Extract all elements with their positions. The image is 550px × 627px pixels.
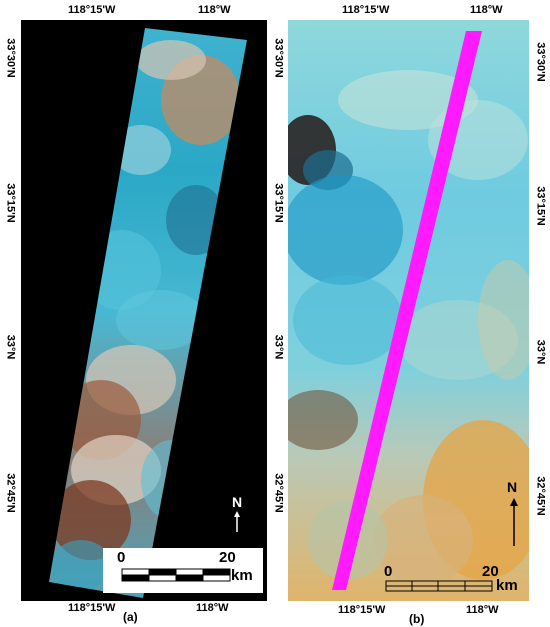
panel-b-top-lon-label-2: 118°W: [470, 4, 503, 16]
panel-a-scale-unit: km: [231, 567, 253, 584]
panel-b-north-label: N: [507, 479, 518, 495]
panel-b-left-lat-label-3: 33°N: [272, 334, 285, 360]
panel-b-scale-ruler: [385, 580, 493, 592]
panel-b-scale-end: 20: [482, 563, 499, 580]
panel-a-top-lon-label-2: 118°W: [198, 4, 231, 16]
panel-b-left-lat-label-1: 33°30'N: [272, 38, 285, 78]
panel-b-svg: [288, 20, 529, 601]
panel-b-scale-start: 0: [384, 563, 393, 580]
panel-b-right-lat-label-1: 33°30'N: [534, 42, 547, 82]
panel-a-lat-label-1: 33°30'N: [4, 38, 17, 78]
panel-a-north-arrowhead: [234, 511, 240, 517]
panel-a-satellite-image: N 0 20 km: [21, 20, 267, 601]
panel-a-lat-label-3: 33°N: [4, 334, 17, 360]
panel-b-caption: (b): [409, 612, 425, 626]
panel-b-scale-unit: km: [496, 577, 518, 594]
panel-b-left-lat-label-2: 33°15'N: [272, 183, 285, 223]
panel-a-scale-start: 0: [117, 549, 126, 566]
panel-b-bottom-lon-label-1: 118°15'W: [338, 604, 386, 616]
panel-a-lat-label-2: 33°15'N: [4, 183, 17, 223]
panel-b-satellite-image: N 0 20 km: [288, 20, 529, 601]
panel-b-bottom-lon-label-2: 118°W: [466, 604, 499, 616]
panel-a-caption: (a): [123, 610, 138, 624]
panel-a-lat-label-4: 32°45'N: [4, 473, 17, 513]
panel-a-bottom-lon-label-2: 118°W: [196, 602, 229, 614]
satellite-ground-track: [332, 31, 482, 590]
panel-b-left-lat-label-4: 32°45'N: [272, 473, 285, 513]
panel-a-strip-svg: N: [49, 28, 247, 598]
panel-a-bottom-lon-label-1: 118°15'W: [68, 602, 116, 614]
panel-b-north-arrow: [510, 498, 518, 546]
panel-a-scale-ruler: [121, 568, 231, 582]
panel-b-top-lon-label-1: 118°15'W: [342, 4, 390, 16]
panel-b-right-lat-label-4: 32°45'N: [534, 476, 547, 516]
panel-b-scale-bar: 0 20 km: [382, 562, 522, 596]
panel-a-top-lon-label-1: 118°15'W: [68, 4, 116, 16]
panel-b-right-lat-label-3: 33°N: [534, 339, 547, 365]
panel-a-north-label: N: [232, 494, 242, 510]
panel-b-right-lat-label-2: 33°15'N: [534, 186, 547, 226]
panel-a-scale-end: 20: [219, 549, 236, 566]
panel-a-scale-bar: 0 20 km: [103, 548, 263, 593]
